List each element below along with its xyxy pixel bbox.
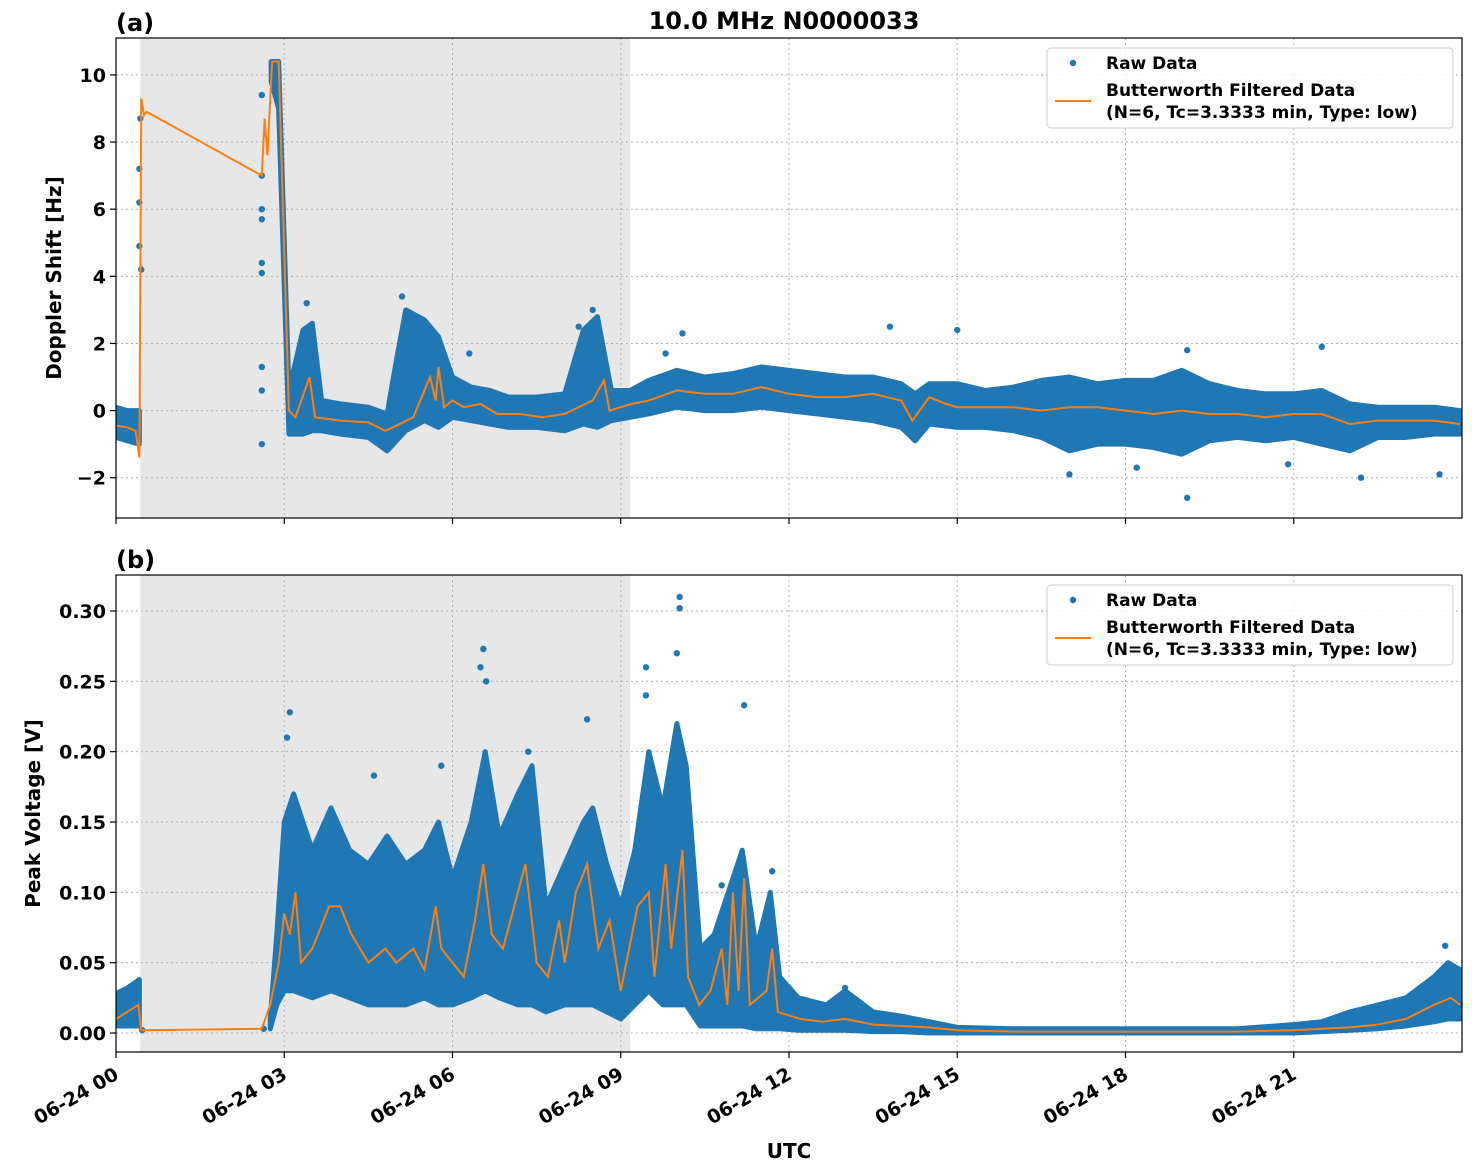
legend-box [1046, 584, 1454, 666]
raw-data-point [768, 868, 776, 875]
legend-raw-label: Raw Data [1106, 591, 1197, 611]
raw-data-point [1066, 471, 1073, 478]
raw-data-point [258, 205, 266, 213]
y-tick-label: 4 [93, 266, 106, 288]
raw-data-point [258, 269, 266, 277]
raw-data-point [283, 734, 291, 741]
raw-data-point [1357, 474, 1365, 481]
x-tick-label: 06-24 21 [1208, 1063, 1300, 1129]
legend-filtered-params: (N=6, Tc=3.3333 min, Type: low) [1106, 640, 1418, 660]
raw-data-point [1183, 494, 1191, 502]
raw-data-point [258, 387, 266, 394]
y-tick-label: 0.05 [59, 953, 106, 975]
legend: Raw Data Butterworth Filtered Data(N=6, T… [1046, 47, 1454, 129]
raw-data-band [116, 977, 142, 1029]
raw-data-point [1436, 471, 1443, 478]
legend: Raw Data Butterworth Filtered Data(N=6, T… [1046, 584, 1454, 666]
legend-filtered-label: Butterworth Filtered Data [1106, 81, 1355, 101]
raw-data-point [642, 664, 650, 671]
x-axis-label: UTC [767, 1139, 812, 1163]
raw-data-point [415, 320, 423, 327]
raw-data-point [886, 323, 894, 330]
raw-data-point [642, 692, 650, 699]
panel-label: (a) [116, 9, 154, 37]
legend-box [1046, 47, 1454, 129]
raw-data-point [740, 702, 748, 709]
raw-data-point [438, 762, 445, 769]
raw-data-point [258, 363, 266, 371]
raw-data-point [258, 440, 266, 448]
raw-data-point [303, 299, 310, 307]
raw-data-point [370, 772, 378, 779]
raw-data-point [589, 306, 596, 314]
raw-data-band [268, 58, 1462, 457]
y-tick-label: 2 [93, 333, 106, 355]
y-tick-label: 0.30 [59, 601, 106, 623]
axes-frame [115, 37, 1463, 519]
raw-data-point [480, 645, 487, 653]
y-tick-label: 0 [93, 401, 106, 423]
raw-data-point [1441, 942, 1449, 949]
x-tick-label: 06-24 03 [198, 1063, 290, 1129]
x-tick-label: 06-24 12 [703, 1063, 795, 1129]
raw-data-point [477, 664, 484, 671]
legend-raw-marker [1069, 596, 1077, 604]
raw-data-point [575, 323, 582, 330]
y-axis-label: Peak Voltage [V] [21, 719, 45, 908]
raw-data-point [258, 216, 266, 223]
raw-data-point [673, 650, 681, 657]
raw-data-point [286, 709, 294, 716]
raw-data-point [676, 604, 683, 612]
legend-filtered-label: Butterworth Filtered Data [1106, 618, 1355, 638]
plot-area [116, 593, 1462, 1036]
raw-data-point [466, 350, 473, 357]
panel-b: 0.00 0.05 0.10 0.15 0.20 0.25 0.30 06-24 00 06-2… [21, 546, 1463, 1129]
y-tick-label: 6 [93, 199, 106, 221]
plot-area [116, 58, 1462, 502]
filtered-data-line [116, 60, 1461, 458]
y-tick-label: 10 [80, 65, 106, 87]
y-tick-label: 0.10 [59, 882, 106, 904]
raw-data-point [583, 716, 591, 723]
legend-raw-marker [1069, 59, 1077, 67]
y-tick-label: 0.25 [59, 671, 106, 693]
y-tick-label: 0.00 [59, 1023, 106, 1045]
raw-data-point [482, 678, 490, 685]
y-tick-label: −2 [77, 468, 106, 490]
raw-data-point [1133, 464, 1140, 471]
y-tick-label: 8 [93, 132, 106, 154]
raw-data-point [136, 242, 143, 250]
x-tick-label: 06-24 06 [367, 1063, 459, 1129]
panel-label: (b) [116, 546, 155, 574]
legend-filtered-params: (N=6, Tc=3.3333 min, Type: low) [1106, 103, 1418, 123]
filtered-data-line [116, 850, 1461, 1033]
raw-data-point [841, 984, 849, 992]
raw-data-point [258, 259, 266, 267]
axes-frame [115, 574, 1463, 1053]
raw-data-point [718, 882, 725, 889]
raw-data-point [525, 748, 532, 755]
raw-data-point [676, 593, 683, 601]
raw-data-point [662, 350, 669, 357]
y-tick-label: 0.20 [59, 742, 106, 764]
raw-data-point [679, 330, 686, 337]
x-tick-label: 06-24 09 [535, 1063, 627, 1129]
raw-data-point [954, 326, 961, 334]
raw-data-point [1284, 461, 1292, 468]
y-axis-label: Doppler Shift [Hz] [42, 176, 66, 380]
raw-data-point [1318, 343, 1325, 351]
x-tick-label: 06-24 15 [871, 1063, 963, 1129]
raw-data-point [398, 293, 406, 300]
legend-raw-label: Raw Data [1106, 54, 1197, 74]
raw-data-band [267, 721, 1462, 1036]
raw-data-point [1183, 346, 1191, 354]
panel-a: −2 0 2 4 6 8 10 (a) Doppler Shift [Hz] Raw Data Bu… [42, 9, 1463, 524]
figure-title: 10.0 MHz N0000033 [649, 7, 920, 35]
x-tick-label: 06-24 00 [30, 1063, 122, 1129]
x-tick-label: 06-24 18 [1040, 1063, 1132, 1129]
raw-data-point [258, 91, 266, 99]
y-tick-label: 0.15 [59, 812, 106, 834]
